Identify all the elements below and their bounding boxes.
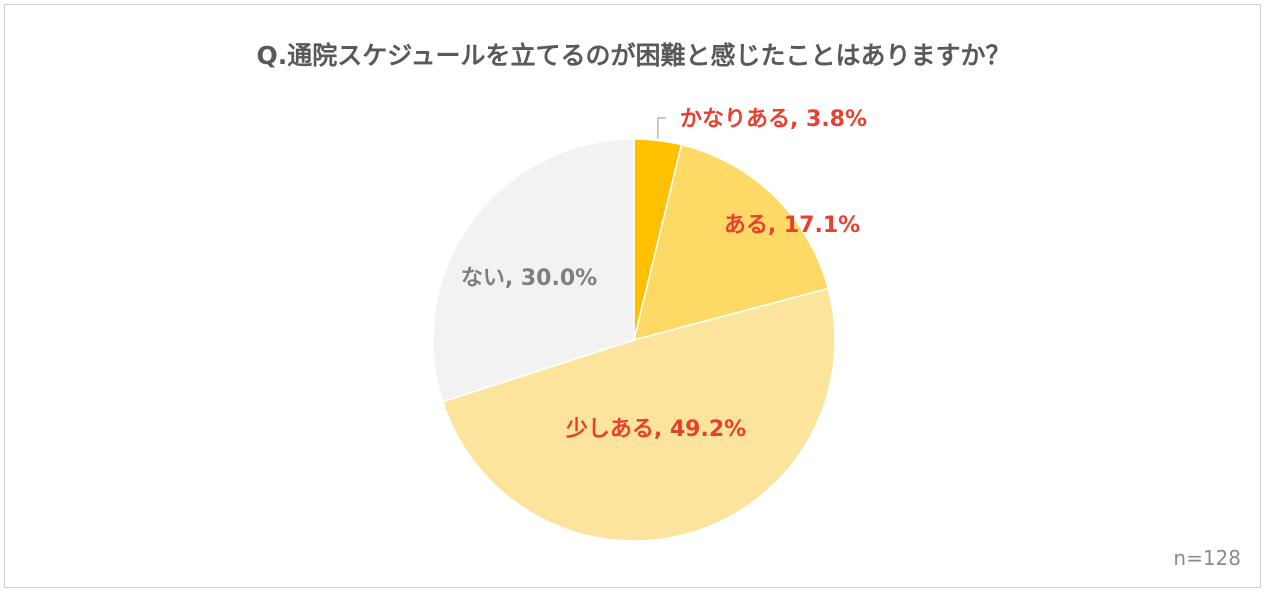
slice-labels: かなりある, 3.8% ある, 17.1% 少しある, 49.2% ない, 30.0% [461, 107, 867, 442]
pie-slice-4 [432, 138, 635, 403]
leader-lines [657, 117, 666, 139]
sample-size-note: n=128 [1173, 546, 1241, 570]
chart-title: Q.通院スケジュールを立てるのが困難と感じたことはありますか？ [256, 41, 1011, 70]
leader-line-1 [657, 117, 666, 139]
slice-label-2: ある, 17.1% [724, 213, 860, 238]
pie-slice-3 [441, 287, 836, 542]
pie-slices [432, 138, 836, 542]
slice-label-1: かなりある, 3.8% [680, 107, 867, 132]
pie-slice-2 [632, 143, 830, 342]
slice-label-3: 少しある, 49.2% [565, 417, 746, 442]
slice-label-4: ない, 30.0% [461, 266, 597, 291]
